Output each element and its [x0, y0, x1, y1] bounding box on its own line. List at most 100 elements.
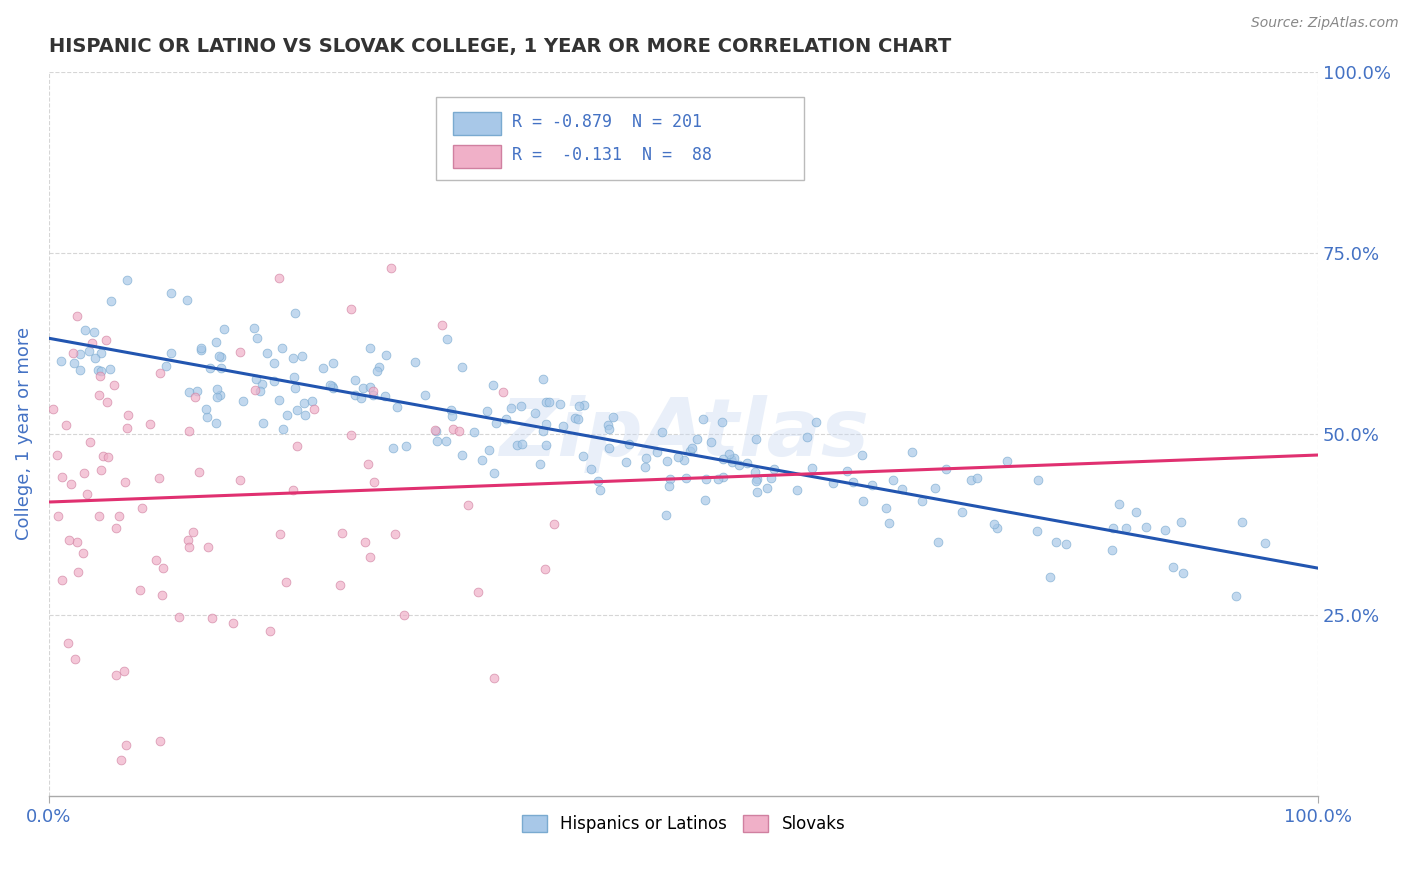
Point: [66, 565, 89, 579]
Point: [181, 524, 204, 539]
Point: [995, 453, 1018, 467]
Point: [56, 636, 79, 650]
Point: [352, 381, 374, 395]
Point: [114, 475, 136, 490]
Point: [194, 401, 217, 416]
Point: [340, 427, 363, 442]
FancyBboxPatch shape: [436, 97, 804, 180]
Point: [51, 573, 73, 587]
Point: [983, 516, 1005, 531]
Point: [129, 583, 152, 598]
Point: [205, 416, 228, 430]
Point: [523, 406, 546, 420]
Point: [281, 351, 304, 365]
Point: [350, 391, 373, 405]
Point: [536, 417, 558, 431]
Bar: [453, 145, 501, 168]
Text: Source: ZipAtlas.com: Source: ZipAtlas.com: [1251, 16, 1399, 30]
Point: [457, 498, 479, 512]
Point: [83, 326, 105, 340]
Point: [395, 439, 418, 453]
Point: [1230, 515, 1253, 529]
Point: [77, 344, 100, 359]
Point: [478, 442, 501, 457]
Point: [263, 374, 285, 388]
Point: [890, 483, 912, 497]
Point: [1125, 505, 1147, 519]
Point: [344, 387, 367, 401]
Point: [721, 455, 744, 469]
Point: [581, 462, 603, 476]
Point: [269, 526, 291, 541]
Point: [634, 459, 657, 474]
Point: [374, 389, 396, 403]
Point: [46, 509, 69, 524]
Point: [572, 449, 595, 463]
Point: [98, 362, 121, 376]
Point: [901, 445, 924, 459]
Point: [727, 458, 749, 473]
Point: [138, 417, 160, 432]
Point: [796, 429, 818, 443]
Point: [492, 385, 515, 400]
Point: [205, 334, 228, 349]
Point: [862, 478, 884, 492]
Point: [232, 394, 254, 409]
Point: [114, 738, 136, 752]
Point: [385, 400, 408, 414]
Point: [806, 415, 828, 429]
Point: [93, 449, 115, 463]
Point: [384, 526, 406, 541]
Point: [744, 465, 766, 479]
Point: [263, 356, 285, 370]
Point: [966, 471, 988, 485]
Point: [281, 483, 304, 498]
Point: [745, 432, 768, 446]
Point: [589, 483, 612, 498]
Point: [543, 517, 565, 532]
Point: [302, 402, 325, 417]
Point: [160, 285, 183, 300]
Point: [529, 457, 551, 471]
Point: [343, 373, 366, 387]
Point: [598, 442, 620, 456]
Point: [1054, 537, 1077, 551]
Point: [586, 474, 609, 488]
Point: [177, 540, 200, 554]
Point: [534, 395, 557, 409]
Point: [645, 445, 668, 459]
Point: [229, 345, 252, 359]
Point: [276, 408, 298, 422]
Text: R =  -0.131  N =  88: R = -0.131 N = 88: [512, 146, 713, 164]
Point: [285, 403, 308, 417]
Point: [413, 388, 436, 402]
Point: [69, 363, 91, 377]
Point: [103, 378, 125, 392]
Point: [100, 293, 122, 308]
Point: [534, 562, 557, 576]
Point: [852, 494, 875, 508]
Point: [1254, 536, 1277, 550]
Point: [986, 521, 1008, 535]
Point: [786, 483, 808, 497]
Text: R = -0.879  N = 201: R = -0.879 N = 201: [512, 112, 702, 131]
Point: [292, 395, 315, 409]
Point: [301, 393, 323, 408]
Point: [745, 474, 768, 488]
Point: [148, 471, 170, 485]
Point: [537, 395, 560, 409]
Point: [655, 454, 678, 468]
Point: [274, 574, 297, 589]
Point: [190, 341, 212, 355]
Point: [96, 333, 118, 347]
Point: [252, 377, 274, 392]
Point: [190, 343, 212, 358]
Point: [205, 382, 228, 396]
Point: [531, 372, 554, 386]
Point: [675, 471, 697, 485]
Point: [79, 434, 101, 449]
Point: [678, 444, 700, 458]
Point: [463, 425, 485, 440]
Point: [441, 422, 464, 436]
Point: [149, 734, 172, 748]
